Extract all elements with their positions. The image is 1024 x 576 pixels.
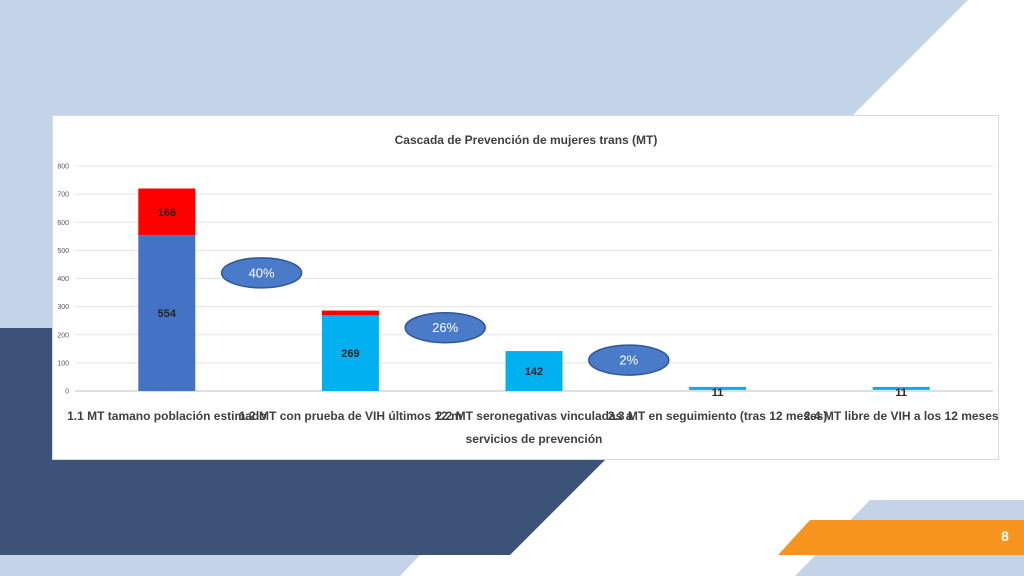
percentage-bubble [588,344,670,376]
y-tick-label: 700 [57,192,69,199]
grid-lines [75,165,993,392]
bar-segment [872,386,930,390]
chart-title: Cascada de Prevención de mujeres trans (… [395,133,658,147]
bar-segment [138,235,196,391]
data-labels: 554 166 269 142 11 11 [158,207,907,399]
y-tick-label: 800 [57,164,69,171]
background-bottom-light-shape [0,555,420,576]
background-navy-shape [0,328,605,555]
y-tick-label: 500 [57,248,69,255]
y-axis-tick-labels: 0 100 200 300 400 500 600 700 800 [57,164,69,396]
background-light-blue-shape [0,0,968,115]
y-tick-label: 600 [57,220,69,227]
chart-frame: Cascada de Prevención de mujeres trans (… [52,115,999,460]
bar-segment-top [138,188,196,236]
category-label: 1.2 MT con prueba de VIH últimos 12 m [239,409,462,423]
data-label: 269 [341,348,359,360]
data-label: 142 [525,366,543,378]
y-tick-label: 0 [65,389,69,396]
percentage-label: 26% [432,320,458,335]
data-label: 554 [158,308,177,320]
percentage-label: 40% [249,265,275,280]
bar-segment-top [321,310,379,316]
y-tick-label: 100 [57,360,69,367]
percentage-bubble [404,311,486,344]
bar-segment [689,386,747,390]
bar-segment [321,315,379,391]
page-number: 8 [1001,528,1009,544]
category-label: 2.3 MT en seguimiento (tras 12 meses) [608,409,827,423]
data-label: 11 [895,387,907,399]
percentage-bubble [220,257,303,289]
category-label: 2.2 MT seronegativas vinculadas a [436,409,633,423]
category-label: 1.1 MT tamano población estimado [67,409,266,423]
page-number-banner [778,520,1024,555]
y-tick-label: 200 [57,332,69,339]
data-label: 166 [158,207,176,219]
bar-segment [505,351,563,391]
bar-chart: Cascada de Prevención de mujeres trans (… [57,133,999,446]
data-label: 11 [712,387,724,399]
y-tick-label: 300 [57,304,69,311]
category-label: servicios de prevención [466,432,603,446]
category-label: 2.4 MT libre de VIH a los 12 meses [804,409,999,423]
percentage-annotations: 40% 26% 2% [220,257,670,376]
y-tick-label: 400 [57,276,69,283]
bars [138,188,930,391]
percentage-label: 2% [619,353,638,368]
background-light-blue-left [0,115,52,328]
